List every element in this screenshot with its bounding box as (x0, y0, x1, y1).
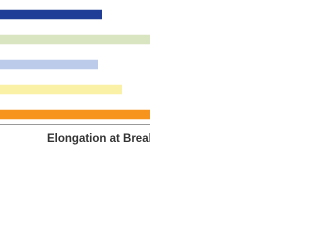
page: {"chart_data": {"type": "hbar", "x_label… (0, 0, 150, 150)
x-axis-title: Elongation at Break (47, 133, 150, 145)
bar (0, 59, 98, 70)
bar (0, 9, 102, 20)
chart: Elongation at Break (0, 9, 150, 145)
bar (0, 109, 150, 120)
bar (0, 34, 150, 45)
plot-area (0, 9, 150, 120)
bar (0, 84, 122, 95)
